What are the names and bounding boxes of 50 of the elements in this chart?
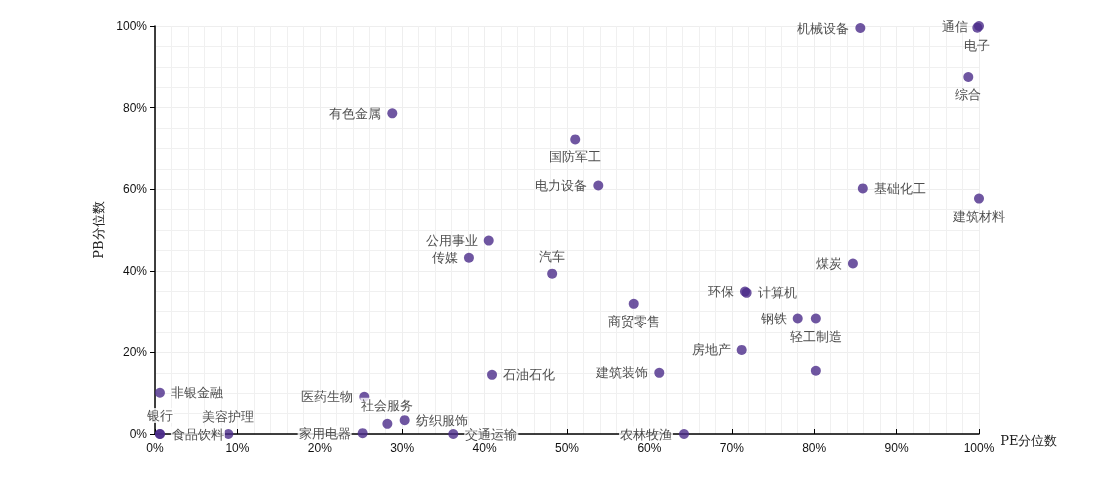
- data-label: 钢铁: [759, 311, 787, 327]
- data-label: 公用事业: [425, 233, 478, 249]
- data-label: 商贸零售: [607, 313, 660, 329]
- data-label: 煤炭: [815, 255, 842, 271]
- data-label: 电子: [964, 37, 991, 53]
- data-label: 建筑材料: [952, 208, 1005, 224]
- y-axis-title: PB分位数: [91, 201, 107, 259]
- x-tick-label: 0%: [146, 441, 164, 455]
- data-label: 非银金融: [170, 385, 223, 401]
- x-tick-label: 30%: [390, 441, 415, 455]
- data-label: 国防军工: [549, 149, 602, 165]
- x-tick-label: 10%: [225, 441, 250, 455]
- data-label: 通信: [942, 18, 968, 34]
- data-label: 纺织服饰: [415, 412, 468, 428]
- y-tick-label: 80%: [122, 100, 148, 115]
- y-tick-label: 0%: [129, 427, 148, 441]
- data-label: 传媒: [431, 250, 458, 266]
- y-tick-label: 60%: [122, 182, 148, 197]
- x-tick-label: 40%: [472, 441, 497, 455]
- x-tick-label: 60%: [637, 441, 662, 455]
- x-tick-label: 90%: [884, 441, 909, 455]
- data-label: 交通运输: [465, 426, 518, 442]
- data-label: 机械设备: [797, 20, 850, 36]
- data-label: 银行: [145, 408, 173, 423]
- y-tick-label: 20%: [122, 345, 148, 360]
- data-label: 医药生物: [301, 389, 354, 405]
- data-label: 食品饮料: [171, 426, 224, 442]
- data-label: 基础化工: [873, 180, 926, 196]
- data-label: 农林牧渔: [620, 426, 673, 442]
- data-label: 石油石化: [503, 367, 556, 383]
- data-label: 环保: [707, 284, 734, 300]
- y-tick-label: 40%: [122, 263, 148, 278]
- x-tick-label: 70%: [719, 441, 745, 455]
- data-label: 建筑装饰: [595, 365, 649, 381]
- data-label: 汽车: [539, 248, 566, 264]
- data-label: 房地产: [691, 342, 731, 358]
- data-label: 电力设备: [535, 178, 588, 194]
- x-tick-label: 50%: [554, 441, 580, 455]
- data-label: 计算机: [757, 285, 797, 301]
- data-label: 有色金属: [329, 105, 382, 121]
- data-label: 轻工制造: [789, 328, 842, 344]
- data-label: 家用电器: [298, 425, 351, 441]
- data-label: 社会服务: [361, 397, 414, 413]
- x-tick-label: 20%: [307, 441, 333, 455]
- x-tick-label: 100%: [963, 441, 995, 455]
- x-tick-label: 80%: [802, 441, 827, 455]
- x-axis-title: PE分位数: [1000, 433, 1058, 448]
- data-label: 美容护理: [202, 409, 255, 424]
- data-label: 综合: [955, 87, 982, 102]
- y-tick-label: 100%: [116, 19, 148, 33]
